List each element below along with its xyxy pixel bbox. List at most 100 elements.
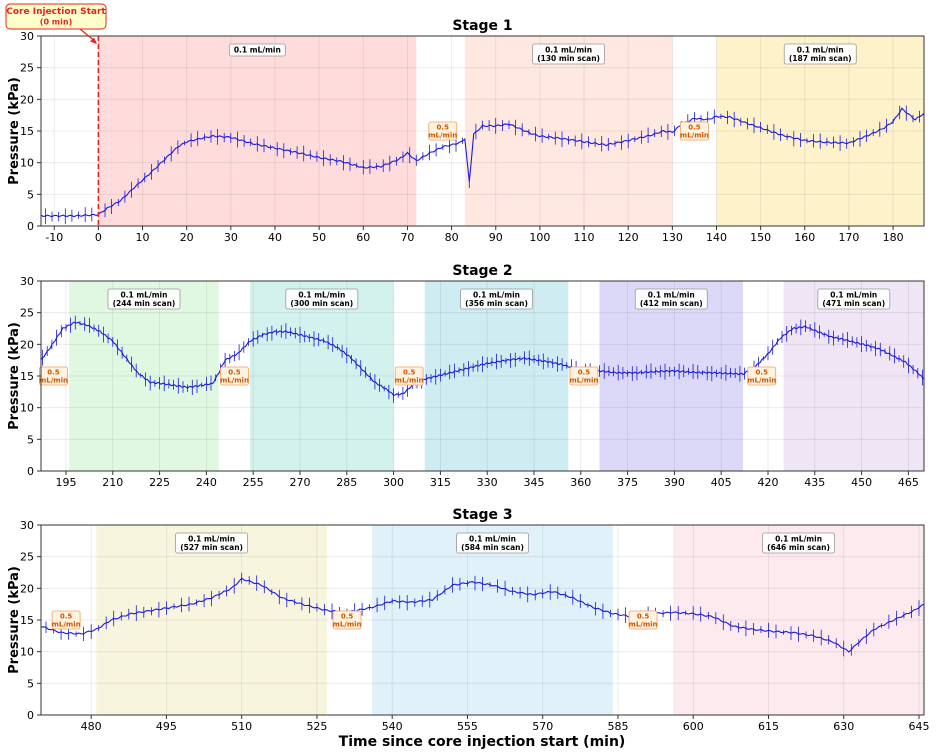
x-tick-label: 40	[268, 231, 282, 244]
rate-label-value: 0.5	[688, 124, 701, 132]
x-tick-label: 160	[794, 231, 815, 244]
x-tick-label: 345	[523, 476, 544, 489]
y-tick-label: 30	[20, 275, 34, 288]
core-injection-annotation: Core Injection Start (0 min)	[5, 3, 107, 44]
x-tick-label: 615	[758, 720, 779, 733]
rate-label-box	[220, 366, 249, 386]
x-tick-label: 465	[898, 476, 919, 489]
x-tick-label: 140	[706, 231, 727, 244]
rate-label-box	[569, 366, 599, 386]
rate-label-value: 0.5	[756, 369, 769, 377]
flow-region-4	[599, 281, 744, 471]
rate-label-value: 0.5	[403, 369, 416, 377]
rate-label-value: 0.5	[47, 369, 60, 377]
rate-label-box	[394, 366, 424, 386]
y-axis-label: Pressure (kPa)	[7, 566, 22, 674]
x-tick-label: 495	[156, 720, 177, 733]
x-tick-label: 170	[838, 231, 859, 244]
region-scan-label: (584 min scan)	[461, 543, 524, 552]
x-tick-label: 600	[683, 720, 704, 733]
stage-title: Stage 3	[452, 507, 512, 523]
region-flow-label: 0.1 mL/min	[188, 535, 235, 544]
pressure-series-line	[40, 321, 925, 397]
y-tick-label: 15	[20, 370, 34, 383]
region-scan-label: (646 min scan)	[767, 543, 830, 552]
region-flow-label: 0.1 mL/min	[469, 535, 516, 544]
rate-label-unit: mL/min	[39, 377, 68, 385]
x-tick-label: 300	[383, 476, 404, 489]
flow-region-2	[372, 525, 613, 715]
y-tick-label: 25	[20, 62, 34, 75]
y-axis-label: Pressure (kPa)	[7, 322, 22, 430]
region-label-box	[175, 532, 248, 554]
x-axis-label: Time since core injection start (min)	[339, 734, 626, 750]
y-axis-label: Pressure (kPa)	[7, 77, 22, 185]
y-tick-label: 15	[20, 125, 34, 138]
x-tick-label: 90	[489, 231, 503, 244]
y-tick-label: 5	[27, 188, 34, 201]
region-flow-label: 0.1 mL/min	[830, 291, 877, 300]
y-tick-label: 0	[27, 709, 34, 722]
core-annotation-line2: (0 min)	[40, 18, 72, 27]
x-tick-label: 20	[180, 231, 194, 244]
flow-region-5	[783, 281, 924, 471]
region-flow-label: 0.1 mL/min	[797, 46, 844, 55]
rate-label-unit: mL/min	[395, 377, 424, 385]
x-tick-label: 70	[400, 231, 414, 244]
y-tick-label: 20	[20, 338, 34, 351]
pressure-series-line	[40, 577, 925, 653]
rate-label-unit: mL/min	[747, 377, 776, 385]
region-scan-label: (471 min scan)	[822, 299, 885, 308]
region-label-box	[783, 43, 857, 65]
y-tick-label: 10	[20, 402, 34, 415]
y-tick-label: 10	[20, 646, 34, 659]
core-annotation-line1: Core Injection Start	[6, 7, 106, 17]
x-tick-label: 360	[570, 476, 591, 489]
region-scan-label: (187 min scan)	[789, 54, 852, 63]
region-scan-label: (412 min scan)	[640, 299, 703, 308]
rate-label-value: 0.5	[341, 613, 354, 621]
rate-label-value: 0.5	[578, 369, 591, 377]
y-tick-label: 30	[20, 519, 34, 532]
x-tick-label: 80	[445, 231, 459, 244]
x-tick-label: 405	[711, 476, 732, 489]
region-scan-label: (356 min scan)	[465, 299, 528, 308]
region-flow-label: 0.1 mL/min	[120, 291, 167, 300]
region-label-box	[228, 43, 286, 57]
region-label-box	[532, 43, 605, 65]
rate-label-unit: mL/min	[629, 621, 658, 629]
pressure-series-line	[40, 107, 925, 218]
x-tick-label: 180	[883, 231, 904, 244]
rate-label-unit: mL/min	[333, 621, 362, 629]
rate-label-unit: mL/min	[52, 621, 81, 629]
y-tick-label: 20	[20, 93, 34, 106]
x-tick-label: 130	[662, 231, 683, 244]
y-tick-label: 5	[27, 677, 34, 690]
region-label-box	[456, 532, 529, 554]
x-tick-label: 285	[336, 476, 357, 489]
region-flow-label: 0.1 mL/min	[775, 535, 822, 544]
x-tick-label: 50	[312, 231, 326, 244]
x-tick-label: 555	[457, 720, 478, 733]
flow-region-3	[424, 281, 569, 471]
x-tick-label: 255	[243, 476, 264, 489]
x-tick-label: 420	[757, 476, 778, 489]
x-tick-label: 270	[289, 476, 310, 489]
x-tick-label: 240	[196, 476, 217, 489]
region-label-box	[285, 288, 359, 310]
rate-label-unit: mL/min	[220, 377, 249, 385]
x-tick-label: 510	[231, 720, 252, 733]
y-tick-label: 5	[27, 433, 34, 446]
flow-region-2	[250, 281, 394, 471]
x-tick-label: 60	[356, 231, 370, 244]
x-tick-label: 225	[149, 476, 170, 489]
x-tick-label: 435	[804, 476, 825, 489]
y-tick-label: 10	[20, 157, 34, 170]
region-label-box	[107, 288, 181, 310]
rate-label-value: 0.5	[637, 613, 650, 621]
rate-label-box	[747, 366, 777, 386]
rate-label-value: 0.5	[60, 613, 73, 621]
rate-label-box	[680, 121, 709, 141]
stage-2-chart: 0.1 mL/min(244 min scan)0.1 mL/min(300 m…	[7, 263, 925, 489]
